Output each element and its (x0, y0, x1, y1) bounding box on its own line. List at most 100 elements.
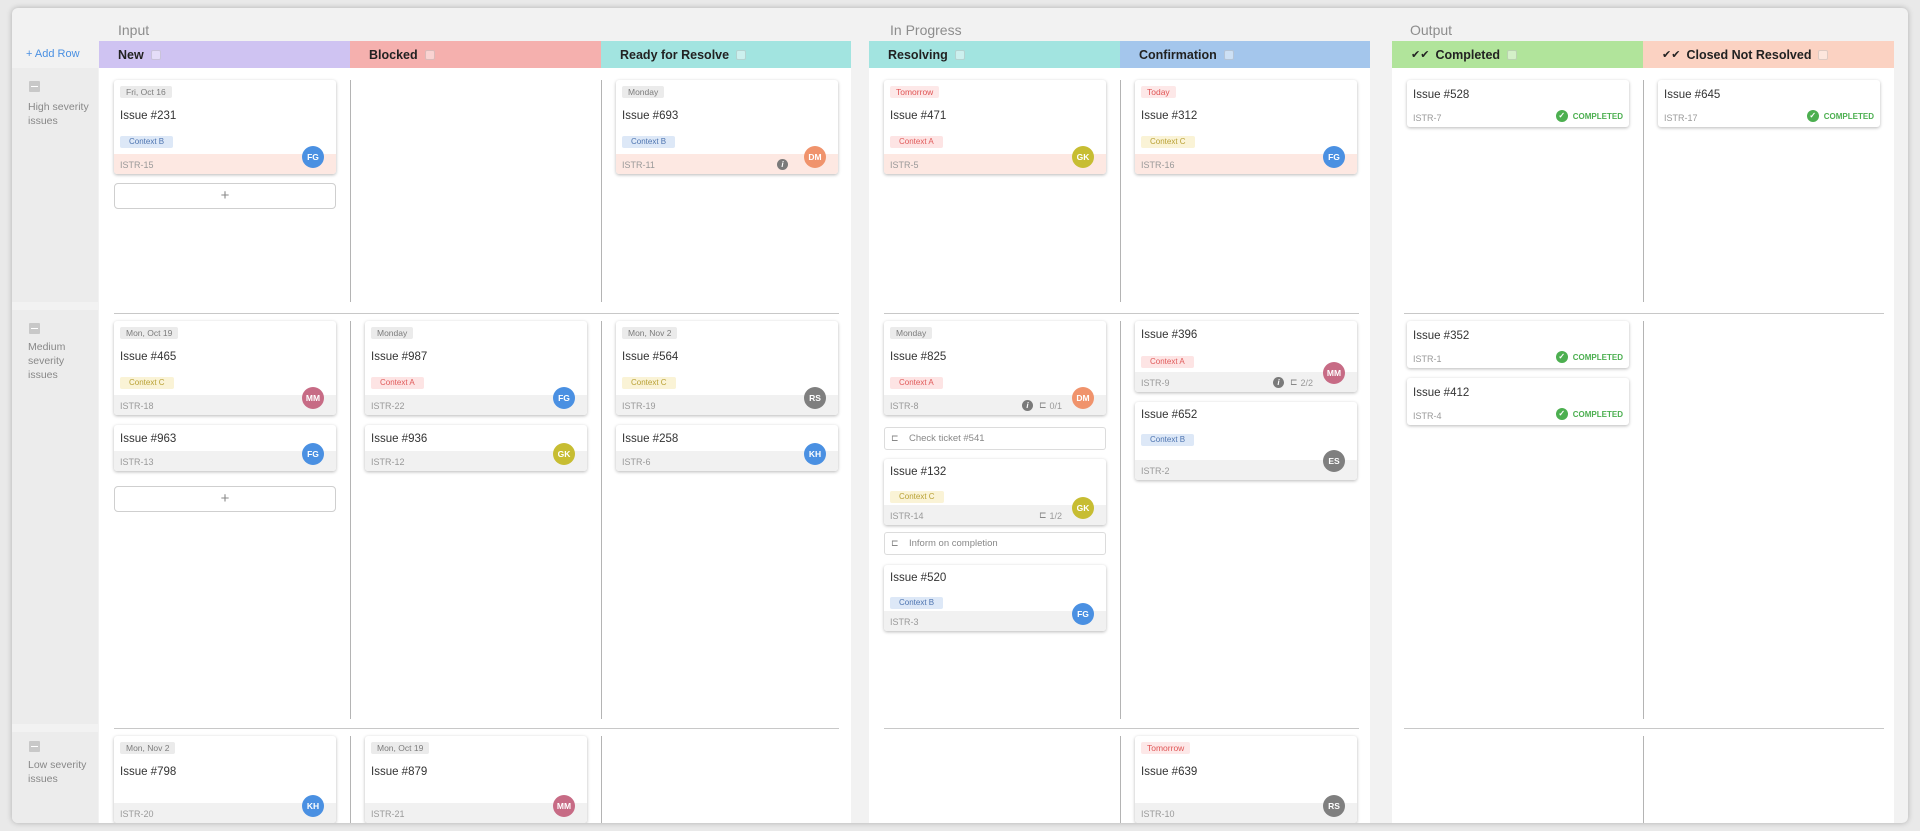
status-badge: ✓ COMPLETED (1555, 408, 1623, 420)
column-header-blocked[interactable]: Blocked (350, 41, 601, 68)
issue-title: Issue #132 (890, 466, 947, 478)
assignee-avatar[interactable]: FG (1072, 603, 1094, 625)
add-row-button[interactable]: + Add Row (26, 48, 80, 60)
issue-card[interactable]: Issue #936 ISTR-12 GK (365, 425, 587, 471)
issue-card[interactable]: Issue #412 ISTR-4 ✓ COMPLETED (1407, 378, 1629, 425)
collapse-toggle-icon[interactable] (1223, 49, 1234, 60)
assignee-avatar[interactable]: RS (1323, 795, 1345, 817)
issue-card[interactable]: Issue #352 ISTR-1 ✓ COMPLETED (1407, 321, 1629, 368)
issue-card[interactable]: Mon, Nov 2 Issue #798 ISTR-20 KH (114, 736, 336, 823)
lane-collapse-icon[interactable] (29, 741, 40, 752)
assignee-avatar[interactable]: KH (302, 795, 324, 817)
assignee-avatar[interactable]: GK (553, 443, 575, 465)
column-header-completed[interactable]: ✔✔ Completed (1392, 41, 1643, 68)
column-header-new[interactable]: New (99, 41, 350, 68)
issue-card[interactable]: Tomorrow Issue #639 ISTR-10 RS (1135, 736, 1357, 823)
subtask-item[interactable]: ⊏ Inform on completion (884, 532, 1106, 555)
column-divider (1120, 736, 1121, 823)
card-meta: i (777, 159, 794, 170)
assignee-avatar[interactable]: FG (302, 443, 324, 465)
issue-card[interactable]: Issue #652 Context B ISTR-2 ES (1135, 402, 1357, 480)
issue-card[interactable]: Monday Issue #693 Context B ISTR-11 i DM (616, 80, 838, 174)
card-footer (1135, 460, 1357, 480)
subtask-text: Inform on completion (909, 538, 998, 549)
issue-card[interactable]: Mon, Oct 19 Issue #465 Context C ISTR-18… (114, 321, 336, 415)
assignee-avatar[interactable]: MM (302, 387, 324, 409)
issue-card[interactable]: Mon, Nov 2 Issue #564 Context C ISTR-19 … (616, 321, 838, 415)
issue-card[interactable]: Mon, Oct 19 Issue #879 ISTR-21 MM (365, 736, 587, 823)
assignee-avatar[interactable]: GK (1072, 146, 1094, 168)
issue-title: Issue #693 (622, 110, 679, 122)
due-date-badge: Tomorrow (1141, 742, 1191, 754)
ticket-code: ISTR-7 (1413, 113, 1442, 123)
assignee-avatar[interactable]: FG (302, 146, 324, 168)
lane-collapse-icon[interactable] (29, 323, 40, 334)
assignee-avatar[interactable]: RS (804, 387, 826, 409)
plus-icon: + (220, 187, 230, 204)
collapse-toggle-icon[interactable] (736, 49, 747, 60)
card-footer (365, 803, 587, 823)
double-check-icon: ✔✔ (1662, 49, 1681, 61)
collapse-toggle-icon[interactable] (1818, 49, 1829, 60)
info-icon[interactable]: i (1272, 377, 1284, 388)
issue-card[interactable]: Today Issue #312 Context C ISTR-16 FG (1135, 80, 1357, 174)
column-header-ready-for-resolve[interactable]: Ready for Resolve (601, 41, 851, 68)
lane-divider (114, 313, 839, 314)
column-header-closed-not-resolved[interactable]: ✔✔ Closed Not Resolved (1643, 41, 1894, 68)
check-icon: ✓ (1806, 110, 1819, 122)
subtasks-icon: ⊏ (1038, 510, 1047, 520)
info-icon[interactable]: i (1021, 400, 1033, 411)
status-badge: ✓ COMPLETED (1555, 351, 1623, 363)
card-footer (884, 154, 1106, 174)
card-footer (365, 451, 587, 471)
ticket-code: ISTR-16 (1141, 160, 1175, 170)
assignee-avatar[interactable]: ES (1323, 450, 1345, 472)
add-card-button[interactable]: + (114, 183, 336, 209)
subtasks-icon: ⊏ (1289, 377, 1298, 387)
issue-card[interactable]: Issue #132 Context C ISTR-14 ⊏ 1/2 GK (884, 459, 1106, 525)
assignee-avatar[interactable]: FG (553, 387, 575, 409)
collapse-toggle-icon[interactable] (1507, 49, 1518, 60)
assignee-avatar[interactable]: DM (804, 146, 826, 168)
column-header-confirmation[interactable]: Confirmation (1120, 41, 1370, 68)
ticket-code: ISTR-17 (1664, 113, 1698, 123)
issue-card[interactable]: Issue #963 ISTR-13 FG (114, 425, 336, 471)
ticket-code: ISTR-14 (890, 511, 924, 521)
due-date-badge: Fri, Oct 16 (120, 86, 172, 98)
card-meta: i ⊏ 0/1 (1021, 400, 1062, 411)
issue-card[interactable]: Monday Issue #825 Context A ISTR-8 i ⊏ 0… (884, 321, 1106, 415)
lane-collapse-icon[interactable] (29, 81, 40, 92)
assignee-avatar[interactable]: GK (1072, 497, 1094, 519)
info-icon[interactable]: i (777, 159, 788, 170)
add-card-button[interactable]: + (114, 486, 336, 512)
card-footer (1135, 154, 1357, 174)
card-footer (616, 395, 838, 415)
issue-title: Issue #645 (1664, 89, 1721, 101)
ticket-code: ISTR-10 (1141, 809, 1175, 819)
collapse-toggle-icon[interactable] (954, 49, 965, 60)
issue-card[interactable]: Fri, Oct 16 Issue #231 Context B ISTR-15… (114, 80, 336, 174)
status-label: COMPLETED (1572, 111, 1623, 121)
issue-card[interactable]: Issue #528 ISTR-7 ✓ COMPLETED (1407, 80, 1629, 127)
context-tag: Context A (1141, 356, 1194, 368)
issue-card[interactable]: Issue #645 ISTR-17 ✓ COMPLETED (1658, 80, 1880, 127)
issue-card[interactable]: Issue #396 Context A ISTR-9 i ⊏ 2/2 MM (1135, 321, 1357, 392)
ticket-code: ISTR-13 (120, 457, 154, 467)
collapse-toggle-icon[interactable] (424, 49, 435, 60)
issue-card[interactable]: Issue #258 ISTR-6 KH (616, 425, 838, 471)
subtask-item[interactable]: ⊏ Check ticket #541 (884, 427, 1106, 450)
assignee-avatar[interactable]: DM (1072, 387, 1094, 409)
issue-title: Issue #963 (120, 433, 177, 445)
column-title: Resolving (888, 47, 948, 62)
assignee-avatar[interactable]: KH (804, 443, 826, 465)
column-header-resolving[interactable]: Resolving (869, 41, 1120, 68)
collapse-toggle-icon[interactable] (150, 49, 161, 60)
issue-card[interactable]: Monday Issue #987 Context A ISTR-22 FG (365, 321, 587, 415)
issue-card[interactable]: Tomorrow Issue #471 Context A ISTR-5 GK (884, 80, 1106, 174)
swimlane-high-severity (12, 68, 98, 302)
assignee-avatar[interactable]: MM (553, 795, 575, 817)
assignee-avatar[interactable]: MM (1323, 362, 1345, 384)
assignee-avatar[interactable]: FG (1323, 146, 1345, 168)
lane-label-high: High severity issues (28, 101, 89, 127)
issue-card[interactable]: Issue #520 Context B ISTR-3 FG (884, 565, 1106, 631)
